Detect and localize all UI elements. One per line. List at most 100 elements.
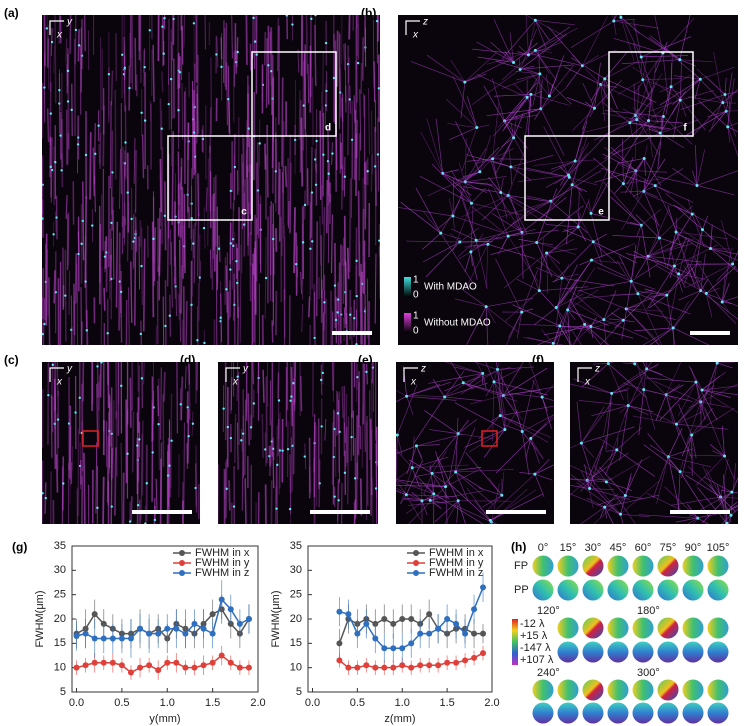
phase-map: [707, 702, 729, 724]
star-ray: [519, 471, 535, 475]
streak: [297, 49, 300, 73]
star-ray: [679, 471, 710, 518]
spot: [215, 53, 218, 56]
star-ray: [591, 245, 629, 261]
star-ray: [709, 444, 725, 457]
spot: [500, 493, 504, 497]
star-ray: [638, 514, 698, 519]
star-ray: [586, 479, 622, 518]
spot: [506, 234, 510, 238]
spot: [621, 182, 625, 186]
phase-map: [582, 579, 604, 601]
streak: [205, 187, 208, 212]
spot: [60, 169, 63, 172]
angle-label: 300°: [637, 667, 660, 679]
spot: [42, 217, 44, 220]
spot: [356, 375, 359, 379]
streak: [370, 154, 373, 192]
star-ray: [516, 278, 540, 291]
star-ray: [485, 306, 496, 324]
star-ray: [556, 264, 578, 308]
streak: [181, 319, 184, 345]
colorbar-min: 0: [413, 326, 419, 337]
star-ray: [699, 362, 718, 414]
streak: [270, 480, 273, 524]
star-ray: [686, 401, 702, 444]
star-ray: [636, 102, 650, 120]
star-ray: [485, 381, 495, 397]
star-ray: [504, 50, 514, 63]
phase-map: [657, 641, 679, 663]
star-ray: [422, 241, 460, 263]
star-ray: [411, 394, 445, 398]
star-ray: [731, 477, 738, 493]
streak: [163, 371, 166, 402]
star-ray: [561, 277, 615, 287]
star-ray: [700, 401, 728, 408]
star-ray: [668, 459, 681, 472]
star-ray: [400, 202, 441, 234]
spot: [293, 138, 297, 142]
star-ray: [620, 15, 623, 18]
colorbar: [404, 277, 411, 297]
phase-map: [532, 702, 554, 724]
star-ray: [416, 445, 424, 463]
star-ray: [561, 264, 570, 279]
star-ray: [710, 224, 713, 249]
star-ray: [477, 56, 514, 63]
star-ray: [676, 385, 715, 425]
star-ray: [620, 480, 660, 515]
spot: [321, 371, 325, 375]
star-ray: [642, 79, 685, 95]
star-ray: [553, 343, 565, 345]
phase-map: [682, 579, 704, 601]
spot: [85, 329, 88, 332]
star-ray: [455, 468, 514, 473]
star-ray: [485, 306, 519, 333]
point: [245, 664, 252, 671]
star-ray: [600, 506, 606, 518]
spot: [645, 367, 649, 371]
streak: [100, 194, 103, 249]
star-ray: [623, 382, 644, 390]
star-ray: [482, 373, 487, 390]
spot: [603, 77, 607, 81]
spot: [269, 70, 273, 73]
y-tick-label: 10: [290, 662, 302, 674]
spot: [132, 240, 135, 243]
star-ray: [704, 476, 732, 493]
star-ray: [692, 170, 698, 186]
point: [363, 662, 370, 669]
star-ray: [528, 362, 543, 398]
star-ray: [457, 418, 478, 434]
x-tick-label: 1.5: [205, 697, 220, 709]
point: [209, 611, 216, 618]
spot: [439, 231, 443, 235]
star-ray: [713, 51, 724, 103]
star-ray: [613, 37, 664, 54]
star-ray: [452, 76, 478, 128]
star-ray: [584, 324, 591, 335]
spot: [194, 486, 197, 490]
star-ray: [633, 19, 642, 58]
star-ray: [702, 491, 733, 524]
colorbar-max: 1: [413, 311, 419, 322]
star-ray: [629, 111, 644, 123]
star-ray: [617, 158, 645, 164]
streak: [351, 139, 353, 218]
spot: [272, 237, 275, 241]
star-ray: [500, 415, 523, 425]
point: [245, 616, 252, 622]
star-ray: [550, 160, 576, 170]
spot: [720, 300, 724, 304]
star-ray: [563, 229, 594, 243]
star-ray: [470, 251, 478, 280]
y-tick-label: 5: [60, 686, 66, 698]
spot: [151, 451, 154, 454]
star-ray: [452, 178, 455, 217]
spot: [373, 165, 377, 168]
star-ray: [492, 103, 499, 159]
y-axis-label: FWHM(μm): [34, 590, 46, 647]
spot: [144, 522, 147, 524]
spot: [226, 425, 230, 429]
